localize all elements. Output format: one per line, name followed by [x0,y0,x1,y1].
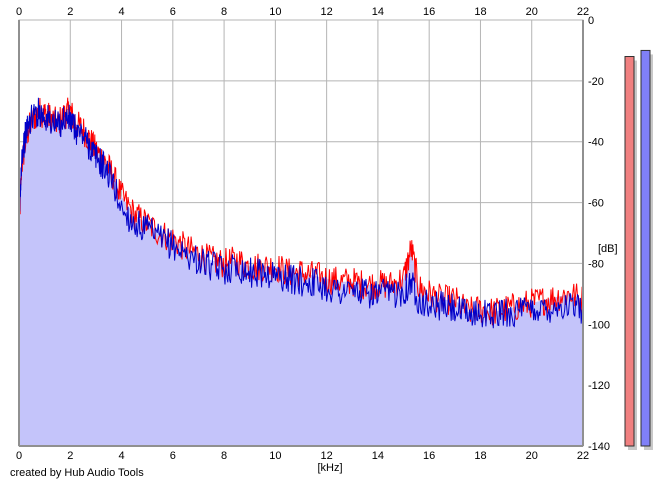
y-tick-label: -20 [588,76,604,88]
x-tick-label-top: 22 [577,6,589,18]
chart-series-group [18,97,584,329]
chart-axes: 002244668810101212141416161818202022220-… [16,6,610,462]
x-tick-label-bottom: 16 [423,450,435,462]
x-tick-label-top: 14 [372,6,384,18]
x-tick-label-bottom: 6 [170,450,176,462]
level-meter-bar-2 [640,49,651,447]
level-meters [624,49,653,451]
x-tick-label-bottom: 8 [221,450,227,462]
y-tick-label: -100 [588,319,610,331]
y-tick-label: -60 [588,198,604,210]
x-tick-label-top: 4 [118,6,124,18]
x-tick-label-top: 10 [269,6,281,18]
x-tick-label-bottom: 10 [269,450,281,462]
y-tick-label: 0 [588,15,594,27]
x-tick-label-top: 18 [474,6,486,18]
level-meter-bar-1 [624,56,635,447]
x-tick-label-top: 6 [170,6,176,18]
x-tick-label-bottom: 12 [321,450,333,462]
x-tick-label-top: 2 [67,6,73,18]
x-tick-label-top: 8 [221,6,227,18]
y-tick-label: -40 [588,137,604,149]
y-tick-label: -80 [588,258,604,270]
x-axis-label: [kHz] [317,462,342,474]
x-tick-label-bottom: 0 [16,450,22,462]
x-tick-label-top: 0 [16,6,22,18]
x-tick-label-bottom: 14 [372,450,384,462]
x-tick-label-top: 12 [321,6,333,18]
x-tick-label-top: 20 [526,6,538,18]
credit-text: created by Hub Audio Tools [10,467,144,479]
x-tick-label-bottom: 20 [526,450,538,462]
y-tick-label: -120 [588,380,610,392]
x-tick-label-bottom: 4 [118,450,124,462]
series-line-2 [18,97,584,329]
x-tick-label-bottom: 22 [577,450,589,462]
y-axis-label: [dB] [598,243,618,255]
x-tick-label-bottom: 18 [474,450,486,462]
x-tick-label-bottom: 2 [67,450,73,462]
x-tick-label-top: 16 [423,6,435,18]
y-tick-label: -140 [588,441,610,453]
